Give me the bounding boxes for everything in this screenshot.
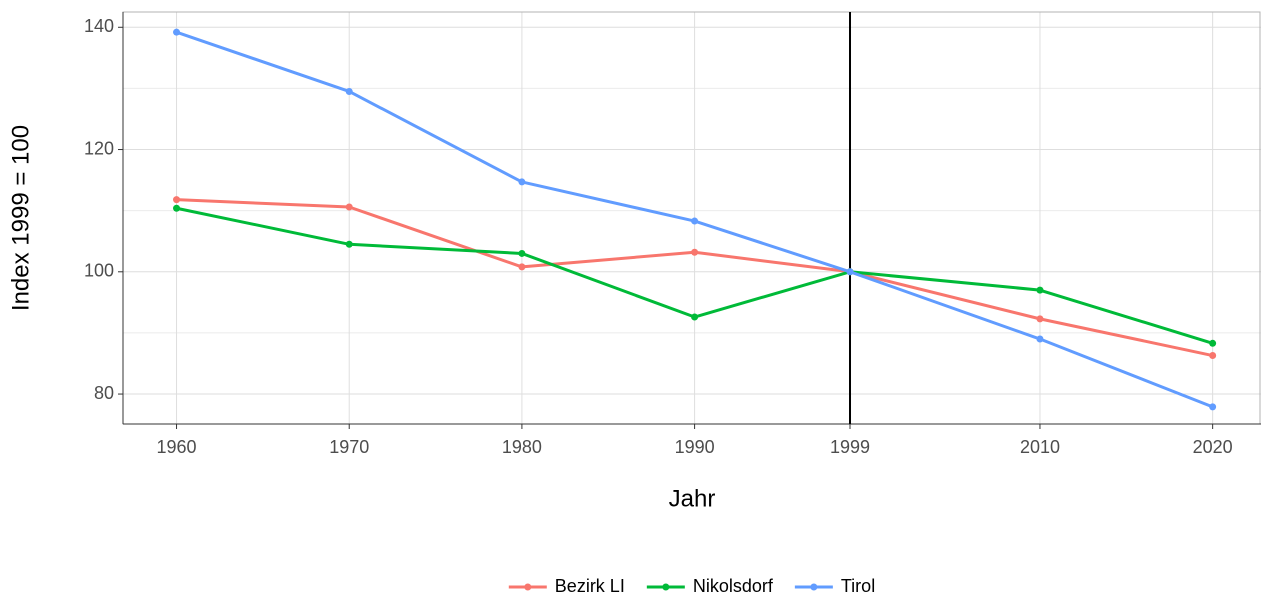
legend-label: Tirol — [841, 576, 875, 596]
x-tick-label: 1980 — [502, 437, 542, 457]
y-tick-label: 140 — [84, 16, 114, 36]
x-tick-label: 2020 — [1193, 437, 1233, 457]
data-point — [345, 203, 353, 211]
data-point — [1036, 286, 1044, 294]
data-point — [691, 217, 699, 225]
x-tick-label: 1970 — [329, 437, 369, 457]
legend-item: Tirol — [794, 576, 875, 596]
data-point — [345, 240, 353, 248]
data-point — [173, 28, 181, 36]
data-point — [518, 178, 526, 186]
legend-key-point — [810, 583, 818, 591]
data-point — [173, 204, 181, 212]
legend: Bezirk LI Nikolsdorf Tirol — [508, 576, 875, 596]
data-point — [518, 249, 526, 257]
x-tick-label: 1999 — [830, 437, 870, 457]
x-tick-label: 1960 — [157, 437, 197, 457]
y-axis-title: Index 1999 = 100 — [7, 125, 34, 311]
data-point — [173, 196, 181, 204]
y-tick-label: 120 — [84, 138, 114, 158]
data-point — [345, 87, 353, 95]
legend-item: Nikolsdorf — [646, 576, 774, 596]
data-point — [1209, 352, 1217, 360]
data-point — [1036, 335, 1044, 343]
legend-label: Bezirk LI — [555, 576, 625, 596]
y-tick-label: 100 — [84, 261, 114, 281]
legend-key-point — [662, 583, 670, 591]
data-point — [691, 313, 699, 321]
data-point — [1209, 339, 1217, 347]
x-tick-label: 1990 — [675, 437, 715, 457]
legend-key-point — [524, 583, 532, 591]
x-axis-title: Jahr — [669, 485, 716, 512]
x-tick-label: 2010 — [1020, 437, 1060, 457]
legend-item: Bezirk LI — [508, 576, 625, 596]
data-point — [1209, 403, 1217, 411]
data-point — [846, 268, 854, 276]
data-point — [518, 263, 526, 271]
data-point — [1036, 315, 1044, 323]
y-tick-label: 80 — [94, 383, 114, 403]
legend-label: Nikolsdorf — [693, 576, 774, 596]
data-point — [691, 248, 699, 256]
